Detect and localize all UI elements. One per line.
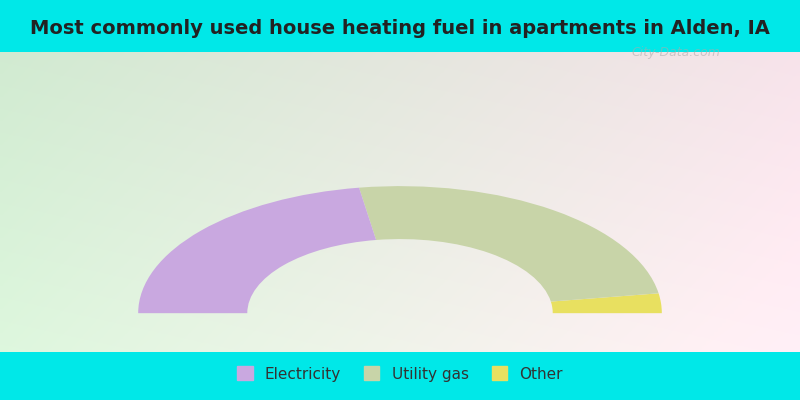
Legend: Electricity, Utility gas, Other: Electricity, Utility gas, Other bbox=[230, 359, 570, 389]
Wedge shape bbox=[551, 293, 662, 313]
Text: Most commonly used house heating fuel in apartments in Alden, IA: Most commonly used house heating fuel in… bbox=[30, 19, 770, 38]
Wedge shape bbox=[138, 188, 376, 313]
Wedge shape bbox=[359, 186, 658, 302]
Text: City-Data.com: City-Data.com bbox=[631, 46, 720, 59]
